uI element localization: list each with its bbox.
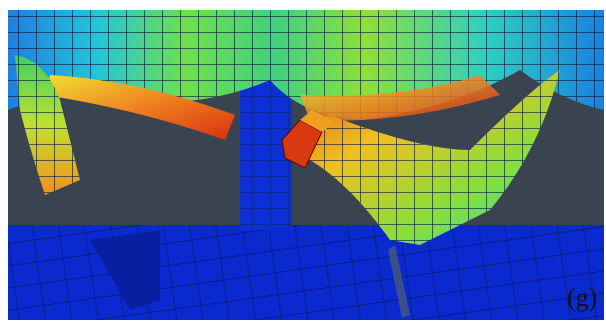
- panel-label: (g): [567, 283, 597, 312]
- simulation-image: (g): [0, 0, 606, 327]
